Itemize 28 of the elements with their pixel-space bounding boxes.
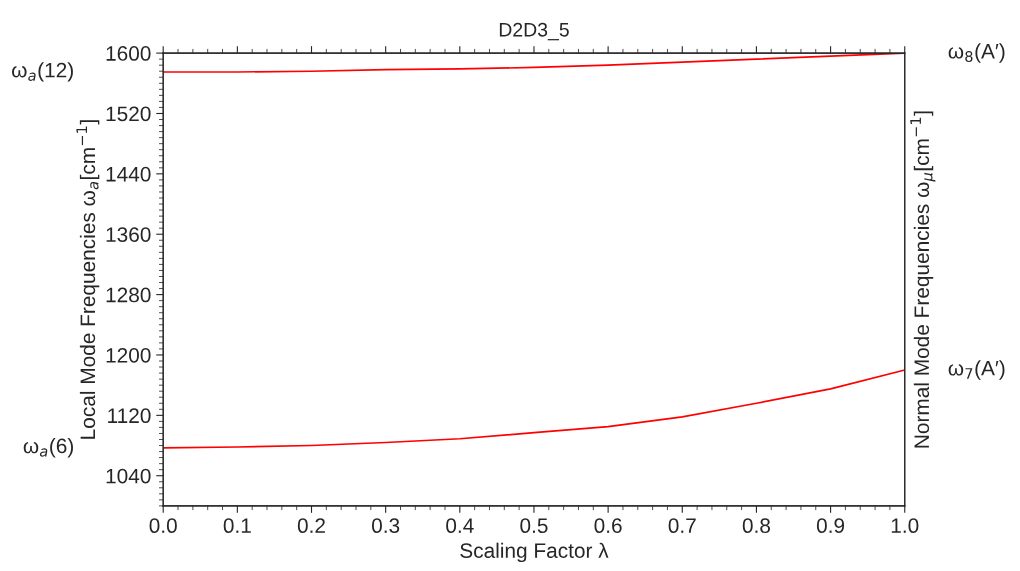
y-tick-label: 1040	[106, 468, 151, 484]
x-tick-label: 0.2	[297, 518, 325, 534]
x-tick-label: 1.0	[891, 518, 919, 534]
x-tick-label: 0.7	[668, 518, 696, 534]
x-tick-label: 0.4	[446, 518, 474, 534]
y-tick-label: 1520	[106, 106, 151, 122]
x-tick-label: 0.8	[742, 518, 771, 534]
x-tick-label: 0.0	[149, 518, 177, 534]
y-tick-label: 1360	[106, 227, 151, 242]
y-tick-label: 1200	[106, 347, 151, 363]
y-tick-label: 1440	[106, 166, 151, 182]
text: ω$_{a}$(6)	[23, 438, 73, 458]
x-tick-label: 0.1	[223, 518, 251, 534]
line-series	[163, 369, 905, 449]
text: ω$_{7}$(A′)	[948, 360, 1005, 380]
chart-title: D2D3_5	[499, 22, 569, 41]
x-tick-label: 0.5	[520, 518, 548, 534]
x-tick-label: 0.3	[372, 518, 400, 534]
x-axis-title: Scaling Factor λ	[460, 542, 609, 563]
x-tick-label: 0.9	[816, 518, 845, 534]
y-axis-title: Local Mode Frequencies ω$_{a}$[cm$^{−1}$]	[76, 120, 100, 439]
y2-axis-title: Normal Mode Frequencies ω$_{μ}$[cm$^{−1}$]	[910, 111, 936, 448]
y-tick-label: 1280	[106, 287, 151, 303]
text: ω$_{8}$(A′)	[948, 43, 1005, 63]
y-tick-label: 1120	[108, 408, 151, 424]
y-tick-label: 1600	[106, 46, 151, 61]
text: ω$_{a}$(12)	[12, 62, 73, 82]
x-tick-label: 0.6	[594, 518, 622, 534]
